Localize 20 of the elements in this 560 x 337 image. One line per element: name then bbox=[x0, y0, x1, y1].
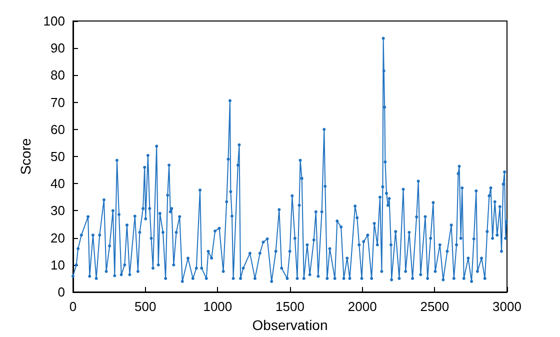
y-tick-label: 60 bbox=[50, 122, 65, 137]
x-tick-label: 3000 bbox=[492, 299, 522, 314]
y-tick-label: 90 bbox=[50, 40, 65, 56]
x-axis-title: Observation bbox=[252, 316, 328, 333]
x-tick-label: 500 bbox=[134, 299, 156, 314]
y-tick-label: 10 bbox=[50, 257, 65, 272]
x-tick-label: 1000 bbox=[203, 299, 232, 314]
y-tick-label: 80 bbox=[50, 68, 65, 83]
y-tick-label: 40 bbox=[50, 176, 65, 192]
y-tick-label: 0 bbox=[58, 284, 65, 300]
y-tick-label: 20 bbox=[50, 230, 65, 246]
y-tick-label: 50 bbox=[50, 149, 65, 164]
x-tick-label: 1500 bbox=[276, 299, 304, 314]
y-tick-label: 100 bbox=[43, 14, 65, 28]
x-tick-label: 2500 bbox=[420, 299, 450, 314]
y-tick-label: 70 bbox=[50, 94, 65, 110]
y-tick-label: 30 bbox=[50, 203, 65, 218]
x-tick-label: 0 bbox=[69, 299, 77, 314]
x-tick-label: 2000 bbox=[348, 299, 377, 314]
y-axis-title: Score bbox=[17, 138, 34, 175]
